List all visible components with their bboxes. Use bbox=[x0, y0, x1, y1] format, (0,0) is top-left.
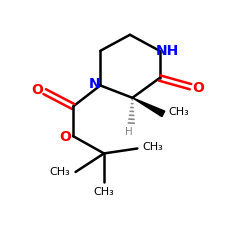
Text: CH₃: CH₃ bbox=[168, 107, 189, 117]
Polygon shape bbox=[132, 98, 165, 116]
Text: N: N bbox=[89, 77, 101, 91]
Text: CH₃: CH₃ bbox=[142, 142, 163, 152]
Text: O: O bbox=[31, 84, 43, 98]
Text: NH: NH bbox=[156, 44, 179, 58]
Text: CH₃: CH₃ bbox=[50, 167, 70, 177]
Text: CH₃: CH₃ bbox=[94, 187, 114, 197]
Text: O: O bbox=[192, 81, 204, 95]
Text: O: O bbox=[59, 130, 71, 144]
Text: H: H bbox=[125, 127, 133, 137]
